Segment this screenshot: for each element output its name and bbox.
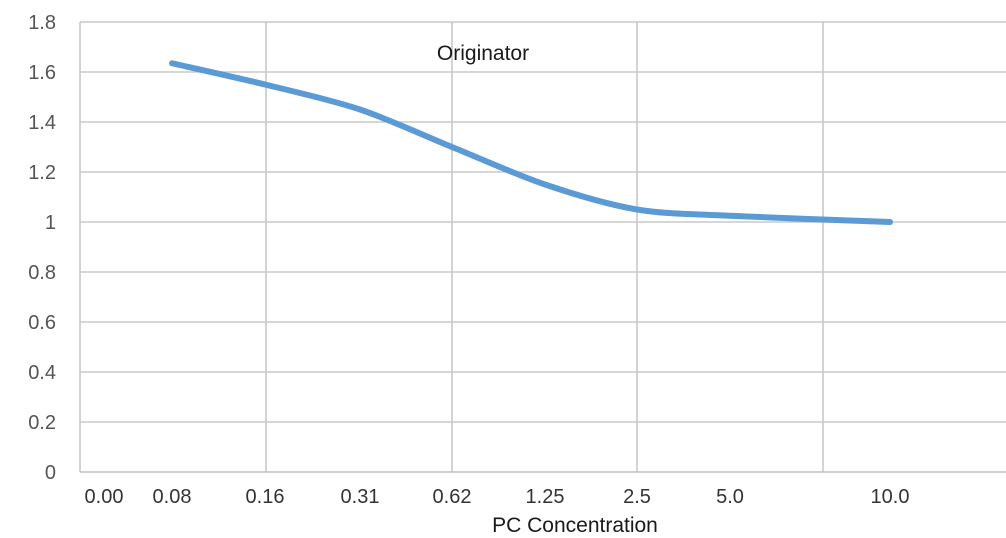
- y-tick-label: 0.2: [28, 412, 56, 434]
- y-tick-label: 1.2: [28, 162, 56, 184]
- y-tick-label: 0: [45, 462, 56, 484]
- y-tick-label: 1.4: [28, 112, 56, 134]
- x-tick-label: 2.5: [623, 486, 651, 508]
- x-tick-label: 10.0: [871, 486, 910, 508]
- x-tick-label: 0.31: [341, 486, 380, 508]
- tick-labels: 0 0.2 0.4 0.6 0.8 1 1.2 1.4 1.6 1.8 0.00 0.08 0.16 0.…: [28, 12, 909, 508]
- y-tick-label: 1.8: [28, 12, 56, 34]
- gridlines: [79, 21, 1006, 472]
- series-label: Originator: [437, 42, 529, 65]
- series-layer: [169, 60, 893, 225]
- y-tick-label: 1: [45, 212, 56, 234]
- y-tick-label: 0.8: [28, 262, 56, 284]
- y-tick-label: 0.6: [28, 312, 56, 334]
- series-line-originator: [169, 60, 893, 225]
- x-tick-label: 0.16: [246, 486, 285, 508]
- x-tick-label: 5.0: [716, 486, 744, 508]
- x-tick-label: 1.25: [526, 486, 565, 508]
- y-tick-label: 1.6: [28, 62, 56, 84]
- x-tick-label: 0.08: [153, 486, 192, 508]
- x-tick-label: 0.00: [85, 486, 124, 508]
- x-tick-label: 0.62: [433, 486, 472, 508]
- y-tick-label: 0.4: [28, 362, 56, 384]
- x-axis-title: PC Concentration: [492, 514, 658, 537]
